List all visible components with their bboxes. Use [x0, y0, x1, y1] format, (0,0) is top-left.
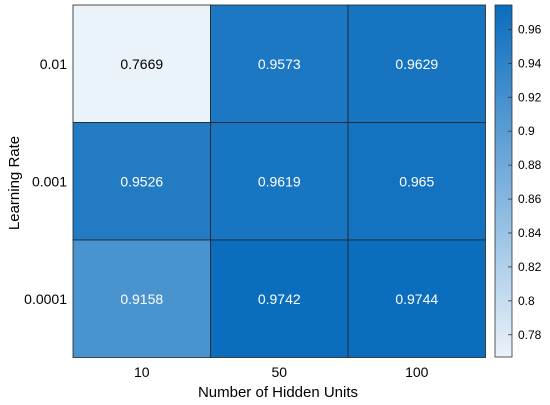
- cell-value-label: 0.9526: [120, 173, 163, 189]
- heatmap-cell: [72, 4, 211, 123]
- colorbar-tick-label: 0.88: [518, 158, 542, 172]
- x-tick-label: 10: [134, 364, 150, 380]
- cell-value-label: 0.965: [399, 173, 434, 189]
- colorbar-tick-label: 0.96: [518, 22, 542, 36]
- x-axis-label: Number of Hidden Units: [198, 384, 358, 401]
- heatmap-cell: [72, 122, 211, 241]
- heatmap-cell: [210, 122, 349, 241]
- heatmap-cells: 0.7669 0.9573 0.9629 0.9526 0.9619 0.965 0.915…: [72, 4, 486, 358]
- colorbar-tick-label: 0.94: [518, 56, 542, 70]
- colorbar-tick-label: 0.8: [518, 294, 535, 308]
- y-tick-label: 0.001: [32, 173, 67, 189]
- cell-value-label: 0.9744: [395, 291, 438, 307]
- y-tick-label: 0.0001: [24, 291, 67, 307]
- x-tick-labels: 10 50 100: [134, 364, 429, 380]
- heatmap-cell: [347, 122, 486, 241]
- colorbar-ticks: 0.78 0.8 0.82 0.84 0.86 0.88 0.9 0.92 0.94 0.96: [508, 22, 542, 342]
- x-tick-label: 50: [271, 364, 287, 380]
- colorbar-tick-label: 0.92: [518, 90, 542, 104]
- cell-value-label: 0.9619: [258, 173, 301, 189]
- y-tick-label: 0.01: [40, 56, 67, 72]
- heatmap-cell: [72, 239, 211, 358]
- heatmap-cell: [347, 239, 486, 358]
- heatmap-cell: [210, 4, 349, 123]
- x-tick-label: 100: [405, 364, 429, 380]
- y-tick-labels: 0.01 0.001 0.0001: [24, 56, 67, 307]
- cell-value-label: 0.9629: [395, 56, 438, 72]
- cell-value-label: 0.7669: [120, 56, 163, 72]
- heatmap-cell: [347, 4, 486, 123]
- colorbar-tick-label: 0.78: [518, 328, 542, 342]
- cell-value-label: 0.9742: [258, 291, 301, 307]
- colorbar-tick-label: 0.9: [518, 124, 535, 138]
- heatmap-cell: [210, 239, 349, 358]
- cell-value-label: 0.9158: [120, 291, 163, 307]
- colorbar: [494, 4, 513, 358]
- cell-value-label: 0.9573: [258, 56, 301, 72]
- colorbar-tick-label: 0.84: [518, 226, 542, 240]
- y-axis-label: Learning Rate: [6, 136, 23, 230]
- colorbar-tick-label: 0.86: [518, 192, 542, 206]
- colorbar-tick-label: 0.82: [518, 260, 542, 274]
